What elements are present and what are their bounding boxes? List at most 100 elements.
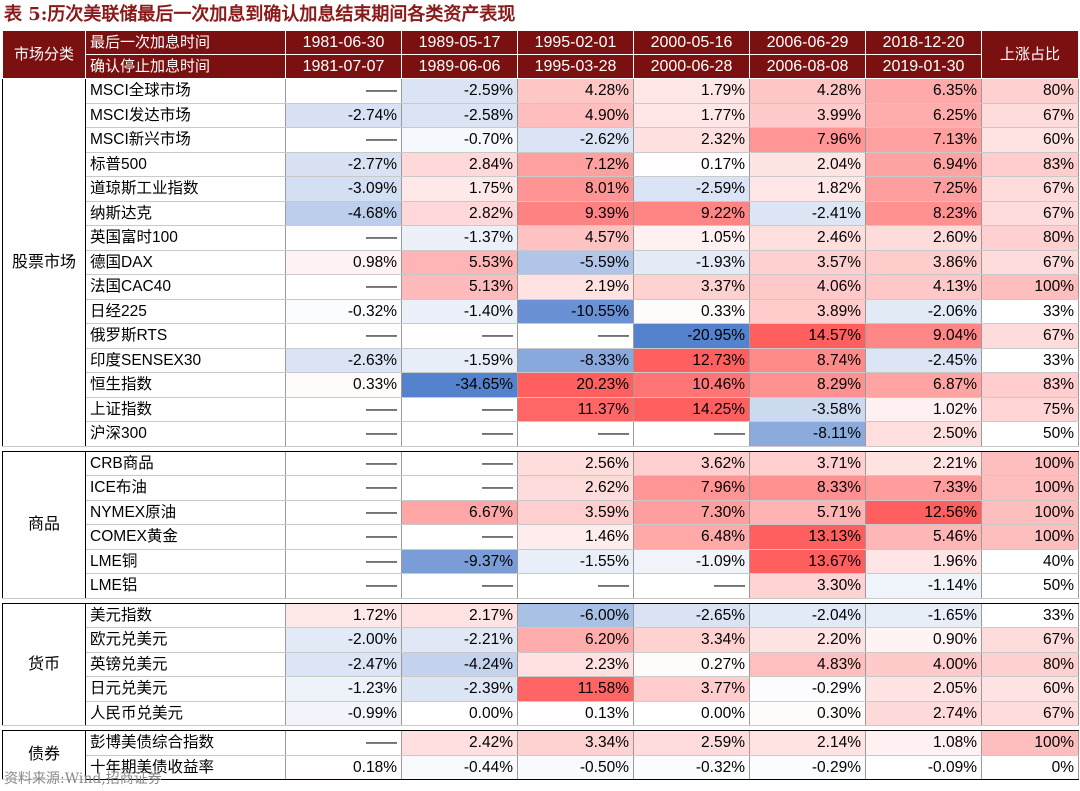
table-row: MSCI发达市场 -2.74% -2.58% 4.90% 1.77% 3.99% 6.25%… <box>3 103 1079 128</box>
return-cell: -5.59% <box>517 250 634 275</box>
return-cell: —— <box>285 475 402 501</box>
return-cell: -34.65% <box>401 372 518 398</box>
table-row: 英镑兑美元 -2.47% -4.24% 2.23% 0.27% 4.83% 4.00% 80% <box>3 652 1079 677</box>
return-cell: 0.90% <box>865 627 982 653</box>
group-separator-cell <box>2 445 1079 452</box>
return-cell: 7.33% <box>865 475 982 501</box>
return-cell: -8.33% <box>517 348 634 373</box>
return-cell: —— <box>285 78 402 104</box>
end-confirm-date: 1981-07-07 <box>285 54 402 79</box>
return-cell: 8.23% <box>865 201 982 226</box>
return-cell: —— <box>401 524 518 550</box>
return-cell: -3.09% <box>285 176 402 202</box>
return-cell: 0.18% <box>285 755 402 780</box>
return-cell: 9.04% <box>865 323 982 349</box>
ratio-cell: 0% <box>981 755 1079 780</box>
return-cell: 2.21% <box>865 451 982 476</box>
return-cell: -1.09% <box>633 549 750 574</box>
return-cell: 4.28% <box>749 78 866 104</box>
header-row-last-hike: 市场分类 最后一次加息时间 1981-06-30 1989-05-17 1995… <box>2 30 1079 79</box>
table-row: 沪深300 —— —— —— —— -8.11% 2.50% 50% <box>3 421 1079 447</box>
return-cell: 4.28% <box>517 78 634 104</box>
return-cell: 2.74% <box>865 701 982 726</box>
group-separator <box>2 445 1079 452</box>
return-cell: 3.34% <box>517 730 634 756</box>
table-row: COMEX黄金 —— —— 1.46% 6.48% 13.13% 5.46% 100% <box>3 524 1079 550</box>
page-title: 表 5:历次美联储最后一次加息到确认加息结束期间各类资产表现 <box>4 4 516 25</box>
return-cell: 3.34% <box>633 627 750 653</box>
return-cell: 8.01% <box>517 176 634 202</box>
return-cell: 3.57% <box>749 250 866 275</box>
asset-name-cell: ICE布油 <box>85 475 286 501</box>
return-cell: 1.05% <box>633 225 750 251</box>
return-cell: 1.46% <box>517 524 634 550</box>
return-cell: -2.00% <box>285 627 402 653</box>
return-cell: 1.75% <box>401 176 518 202</box>
ratio-header: 上涨占比 <box>981 30 1079 79</box>
asset-name-cell: 日经225 <box>85 299 286 324</box>
table-row: 印度SENSEX30 -2.63% -1.59% -8.33% 12.73% 8.74% -… <box>3 348 1079 373</box>
last-hike-date: 1995-02-01 <box>517 30 634 55</box>
return-cell: —— <box>517 323 634 349</box>
ratio-cell: 40% <box>981 549 1079 574</box>
asset-name-cell: 道琼斯工业指数 <box>85 176 286 202</box>
asset-name-cell: 德国DAX <box>85 250 286 275</box>
return-cell: 4.06% <box>749 274 866 300</box>
return-cell: —— <box>285 549 402 574</box>
return-cell: 2.19% <box>517 274 634 300</box>
return-cell: 0.33% <box>285 372 402 398</box>
return-cell: -2.58% <box>401 103 518 128</box>
return-cell: -0.32% <box>285 299 402 324</box>
return-cell: 0.27% <box>633 652 750 677</box>
header-row-end-confirm: 确认停止加息时间 1981-07-07 1989-06-06 1995-03-2… <box>3 54 1079 79</box>
return-cell: 8.29% <box>749 372 866 398</box>
return-cell: —— <box>401 397 518 422</box>
return-cell: 6.20% <box>517 627 634 653</box>
asset-name-cell: MSCI发达市场 <box>85 103 286 128</box>
ratio-cell: 60% <box>981 676 1079 702</box>
asset-name-cell: 法国CAC40 <box>85 274 286 300</box>
last-hike-date: 2006-06-29 <box>749 30 866 55</box>
return-cell: 6.48% <box>633 524 750 550</box>
group-separator <box>2 597 1079 604</box>
return-cell: 5.71% <box>749 500 866 525</box>
return-cell: 1.72% <box>285 603 402 628</box>
ratio-cell: 67% <box>981 103 1079 128</box>
return-cell: -1.37% <box>401 225 518 251</box>
table-row: 道琼斯工业指数 -3.09% 1.75% 8.01% -2.59% 1.82% 7.25% 6… <box>3 176 1079 202</box>
ratio-cell: 80% <box>981 225 1079 251</box>
ratio-cell: 33% <box>981 603 1079 628</box>
return-cell: 0.30% <box>749 701 866 726</box>
return-cell: -0.32% <box>633 755 750 780</box>
return-cell: 10.46% <box>633 372 750 398</box>
table-row: 上证指数 —— —— 11.37% 14.25% -3.58% 1.02% 75% <box>3 397 1079 422</box>
return-cell: -2.21% <box>401 627 518 653</box>
end-confirm-label: 确认停止加息时间 <box>85 54 286 79</box>
category-cell: 股票市场 <box>2 78 86 447</box>
end-confirm-date: 1989-06-06 <box>401 54 518 79</box>
last-hike-date: 1989-05-17 <box>401 30 518 55</box>
return-cell: -2.47% <box>285 652 402 677</box>
return-cell: —— <box>285 573 402 599</box>
return-cell: -0.29% <box>749 755 866 780</box>
last-hike-date: 1981-06-30 <box>285 30 402 55</box>
table-row: 俄罗斯RTS —— —— —— -20.95% 14.57% 9.04% 67% <box>3 323 1079 349</box>
return-cell: 9.22% <box>633 201 750 226</box>
category-cell: 债券 <box>2 730 86 780</box>
return-cell: -2.77% <box>285 152 402 177</box>
return-cell: 7.96% <box>749 127 866 153</box>
table-row: 日经225 -0.32% -1.40% -10.55% 0.33% 3.89% -2.06%… <box>3 299 1079 324</box>
table-row: 债券 彭博美债综合指数 —— 2.42% 3.34% 2.59% 2.14% 1.08% 100… <box>2 730 1079 780</box>
asset-name-cell: 上证指数 <box>85 397 286 422</box>
table-row: 欧元兑美元 -2.00% -2.21% 6.20% 3.34% 2.20% 0.90% 67% <box>3 627 1079 653</box>
return-cell: —— <box>633 421 750 447</box>
ratio-cell: 50% <box>981 421 1079 447</box>
return-cell: 3.37% <box>633 274 750 300</box>
return-cell: —— <box>285 127 402 153</box>
return-cell: —— <box>401 475 518 501</box>
return-cell: 6.25% <box>865 103 982 128</box>
return-cell: -1.23% <box>285 676 402 702</box>
return-cell: -0.09% <box>865 755 982 780</box>
return-cell: 0.00% <box>633 701 750 726</box>
return-cell: 1.96% <box>865 549 982 574</box>
